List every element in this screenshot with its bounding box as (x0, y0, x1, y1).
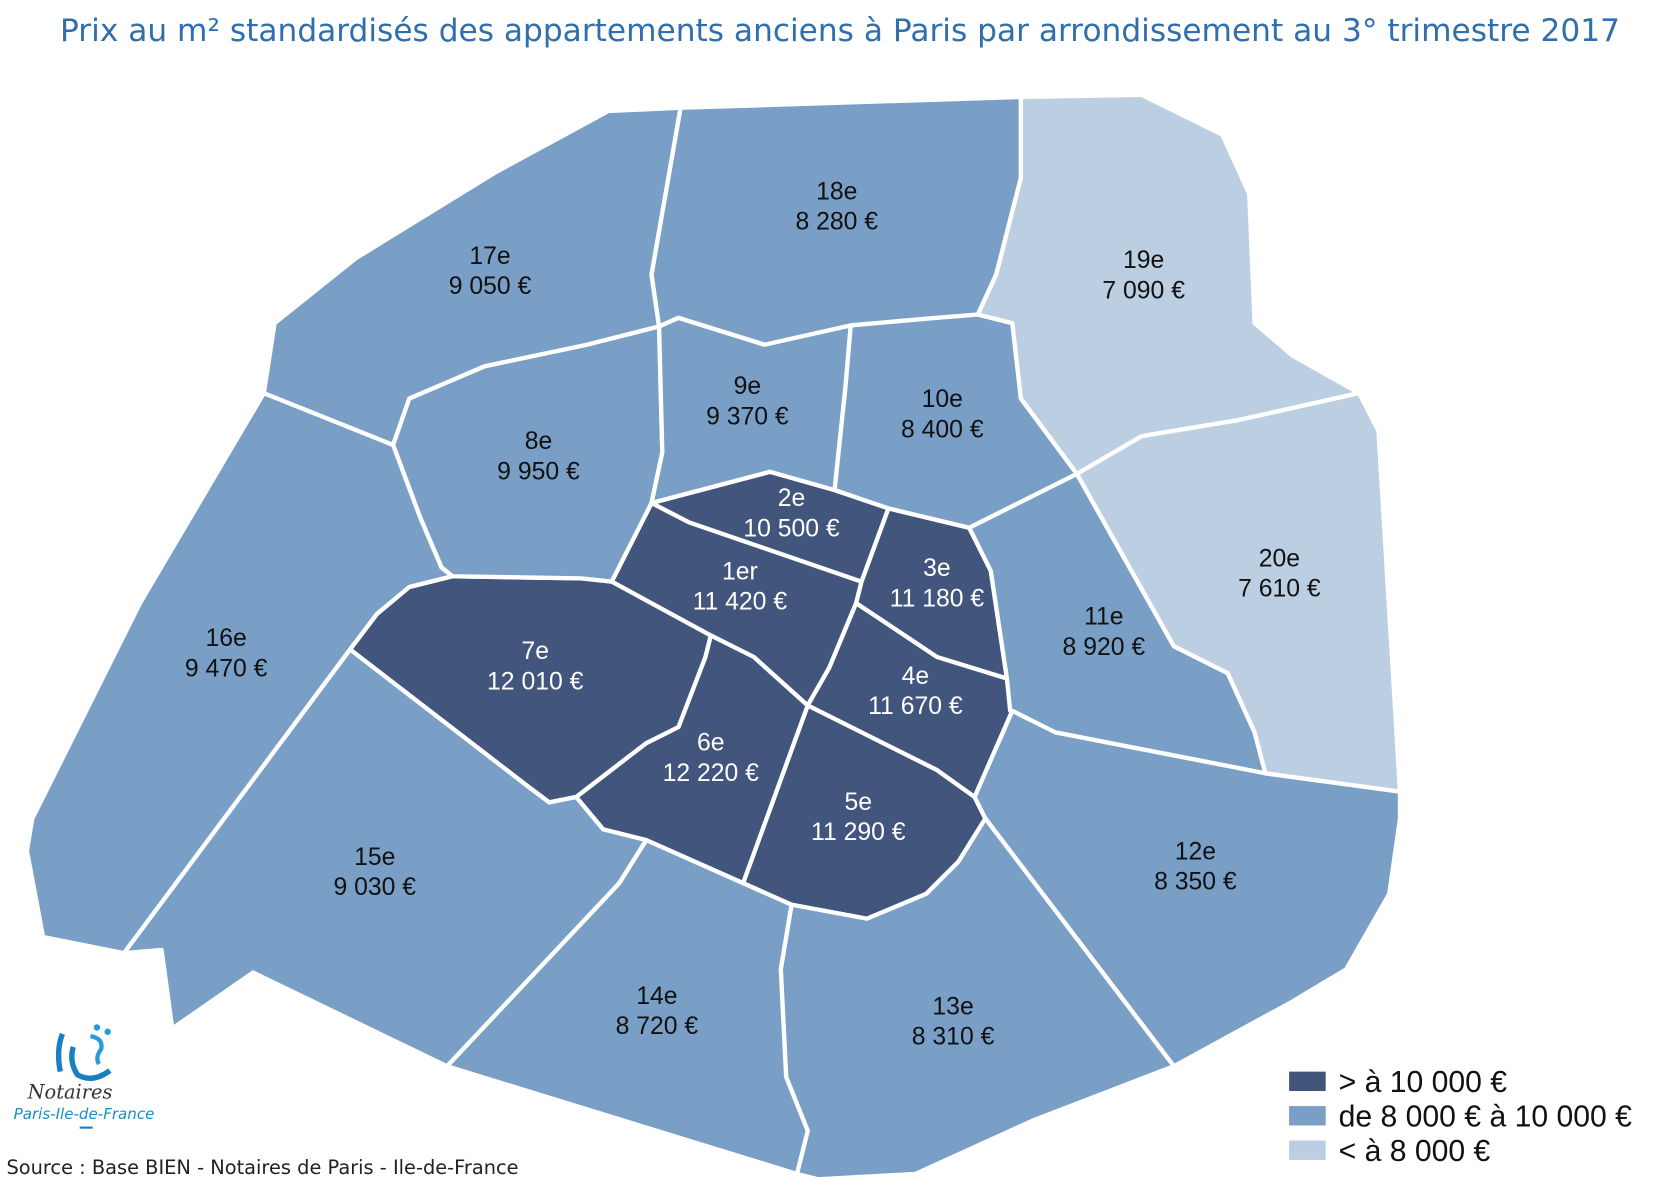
arrondissement-name-7: 7e (521, 638, 549, 665)
arrondissement-price-12: 8 350 € (1154, 869, 1237, 896)
arrondissement-price-1: 11 420 € (693, 589, 788, 616)
arrondissement-name-13: 13e (932, 994, 973, 1021)
map-title: Prix au m² standardisés des appartements… (60, 13, 1620, 49)
legend-label-high: > à 10 000 € (1339, 1066, 1508, 1099)
arrondissement-price-7: 12 010 € (487, 668, 584, 695)
arrondissement-price-16: 9 470 € (185, 655, 268, 682)
arrondissement-labels: 1er 11 420 € 2e 10 500 € 3e 11 180 € 4e 11 670 … (185, 178, 1321, 1050)
arrondissement-price-9: 9 370 € (706, 403, 789, 430)
arrondissement-15 (121, 647, 649, 1069)
logo-text-notaires: Notaires (27, 1081, 113, 1104)
arrondissement-16 (24, 390, 455, 956)
arrondissement-price-4: 11 670 € (868, 693, 963, 720)
legend-label-mid: de 8 000 € à 10 000 € (1339, 1101, 1633, 1134)
arrondissement-price-2: 10 500 € (743, 515, 840, 542)
logo-text-region: Paris-Ile-de-France (14, 1105, 155, 1123)
arrondissement-price-11: 8 920 € (1063, 634, 1146, 661)
legend-swatch-high (1289, 1071, 1326, 1091)
arrondissement-name-15: 15e (354, 844, 395, 871)
arrondissement-name-12: 12e (1175, 838, 1216, 865)
arrondissement-price-6: 12 220 € (663, 760, 760, 787)
arrondissement-price-19: 7 090 € (1102, 277, 1185, 304)
arrondissement-name-4: 4e (902, 663, 930, 690)
arrondissement-name-8: 8e (525, 428, 553, 455)
arrondissement-name-16: 16e (206, 625, 247, 652)
arrondissement-name-11: 11e (1084, 604, 1123, 631)
notaires-logo: Notaires Paris-Ile-de-France (14, 1024, 155, 1129)
arrondissement-price-14: 8 720 € (616, 1013, 699, 1040)
arrondissement-price-13: 8 310 € (912, 1024, 995, 1051)
arrondissement-price-15: 9 030 € (333, 874, 416, 901)
arrondissement-name-1: 1er (722, 558, 758, 585)
arrondissement-price-18: 8 280 € (795, 208, 878, 235)
arrondissement-name-19: 19e (1123, 247, 1164, 274)
arrondissement-name-17: 17e (469, 243, 510, 270)
arrondissement-price-20: 7 610 € (1238, 576, 1321, 603)
arrondissement-name-3: 3e (923, 555, 951, 582)
arrondissement-name-18: 18e (816, 178, 857, 205)
legend-swatch-low (1289, 1140, 1326, 1160)
arrondissement-price-10: 8 400 € (901, 416, 984, 443)
arrondissement-name-9: 9e (734, 373, 762, 400)
source-note: Source : Base BIEN - Notaires de Paris -… (6, 1156, 518, 1179)
arrondissement-name-10: 10e (922, 386, 963, 413)
legend-label-low: < à 8 000 € (1339, 1135, 1491, 1168)
arrondissement-price-3: 11 180 € (890, 585, 985, 612)
arrondissement-name-2: 2e (778, 485, 806, 512)
arrondissement-name-5: 5e (845, 789, 873, 816)
arrondissement-20 (1074, 390, 1403, 794)
legend-swatch-mid (1289, 1106, 1326, 1126)
arrondissement-price-17: 9 050 € (449, 273, 532, 300)
arrondissement-name-20: 20e (1259, 546, 1300, 573)
arrondissement-price-8: 9 950 € (497, 458, 580, 485)
legend: > à 10 000 € de 8 000 € à 10 000 € < à 8… (1289, 1066, 1632, 1168)
arrondissement-name-6: 6e (697, 730, 725, 757)
arrondissement-price-5: 11 290 € (811, 819, 906, 846)
arrondissement-name-14: 14e (636, 983, 677, 1010)
arrondissements (24, 92, 1403, 1182)
